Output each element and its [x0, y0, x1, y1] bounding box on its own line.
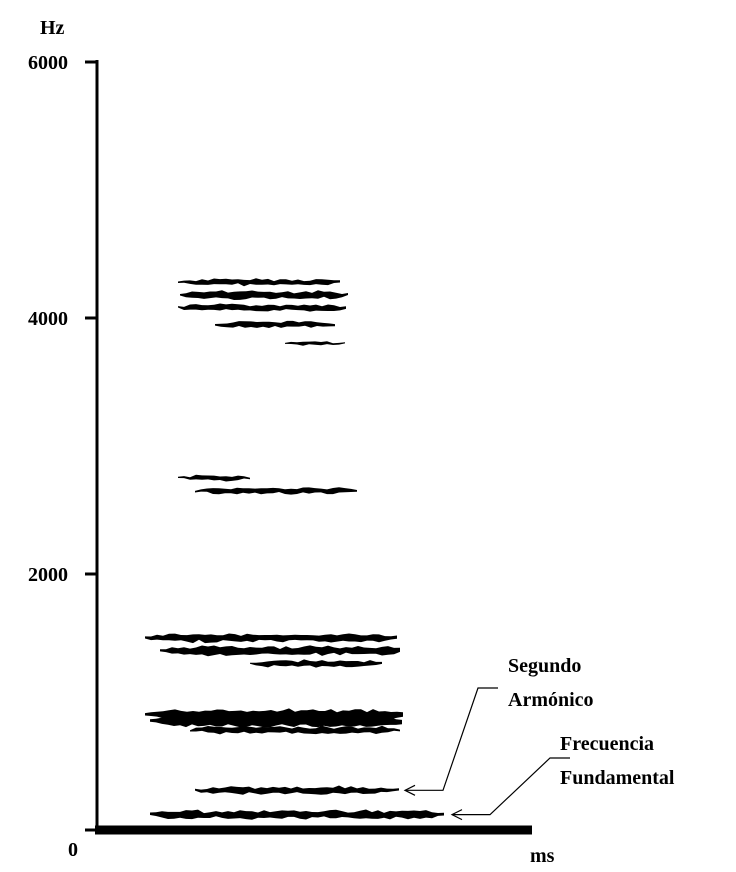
- annotation-arrow: [405, 687, 498, 791]
- spectral-band: [190, 725, 400, 735]
- annotation-arrow: [452, 757, 570, 816]
- spectral-band: [150, 809, 444, 820]
- spectral-band: [150, 714, 402, 728]
- y-axis-label: Hz: [40, 17, 65, 39]
- spectral-band: [178, 278, 340, 287]
- arrow-head: [450, 809, 463, 821]
- spectral-band: [178, 303, 346, 312]
- y-tick-label: 0: [68, 839, 78, 861]
- annotation: Segundo: [508, 655, 581, 677]
- annotation: Fundamental: [560, 767, 675, 789]
- annotation: Armónico: [508, 689, 594, 711]
- spectral-band: [250, 659, 382, 668]
- spectral-band: [178, 474, 250, 482]
- spectral-band: [215, 320, 335, 328]
- spectral-band: [180, 290, 348, 300]
- annotation: Frecuencia: [560, 733, 654, 755]
- spectral-band: [145, 633, 397, 644]
- y-tick-label: 2000: [28, 564, 68, 586]
- y-tick-label: 6000: [28, 52, 68, 74]
- x-axis-label: ms: [530, 845, 555, 867]
- spectral-band: [195, 785, 399, 795]
- arrow-head: [403, 784, 416, 796]
- y-tick-label: 4000: [28, 308, 68, 330]
- spectral-band: [195, 487, 357, 495]
- spectral-band: [160, 645, 400, 657]
- spectral-band: [285, 341, 345, 346]
